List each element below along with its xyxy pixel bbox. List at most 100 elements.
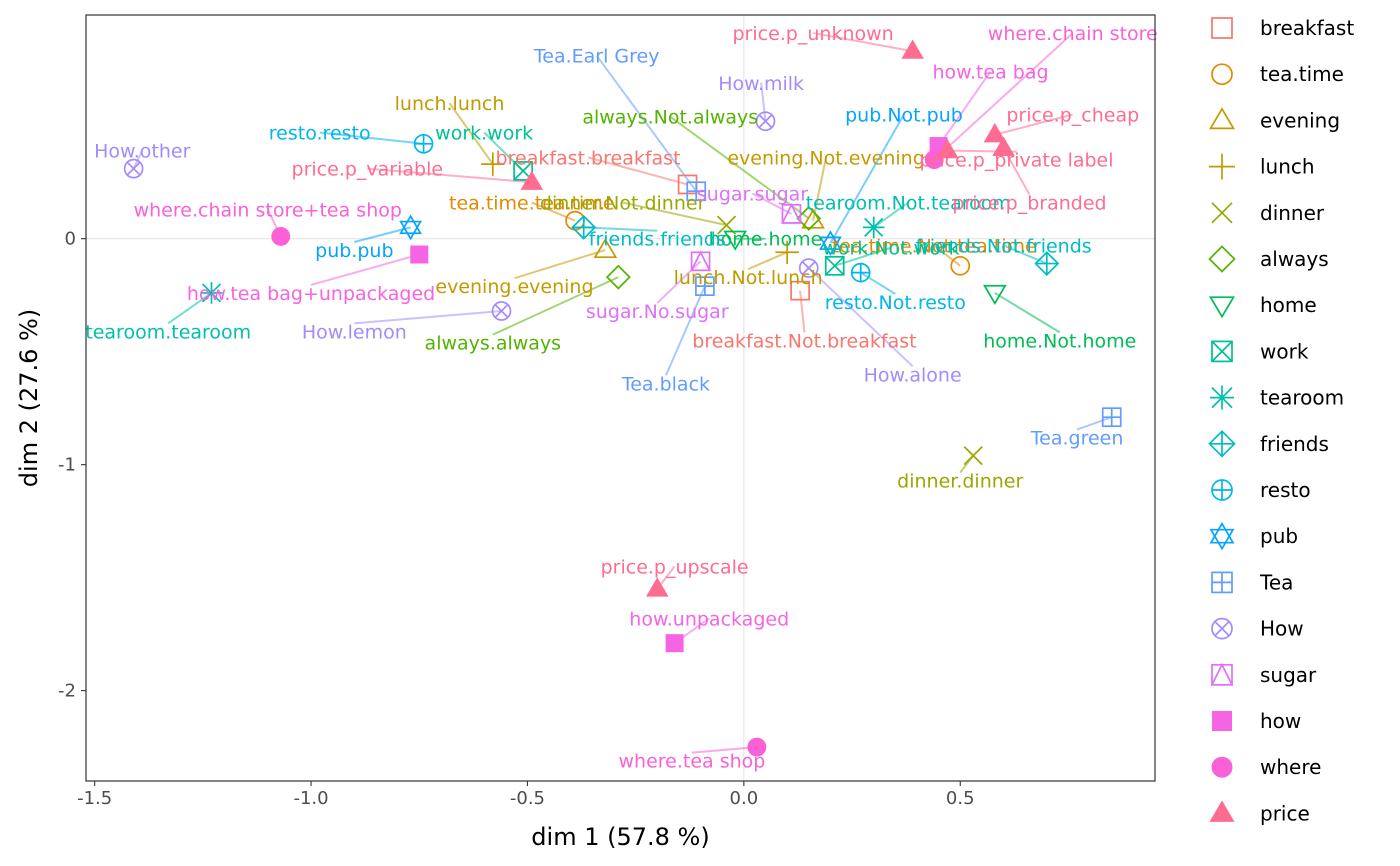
point-marker: [686, 181, 707, 202]
y-axis-title: dim 2 (27.6 %): [15, 309, 43, 487]
point-label: price.p_cheap: [1006, 104, 1139, 126]
legend-label: work: [1260, 339, 1309, 363]
connector-line: [812, 32, 913, 53]
point-label: Tea.green: [1030, 428, 1124, 450]
legend-label: evening: [1260, 108, 1340, 132]
connector-line: [492, 276, 619, 336]
connector-line: [752, 192, 792, 215]
point-label: evening.evening: [435, 276, 593, 298]
connector-line: [448, 102, 494, 165]
legend-key: [1210, 662, 1234, 686]
point-label: resto.Not.resto: [825, 292, 966, 314]
point-marker: [646, 577, 669, 597]
legend-label: always: [1260, 247, 1329, 271]
y-tick-label: -1: [58, 455, 76, 476]
point-label: where.tea shop: [618, 751, 765, 773]
point-label: where.chain store+tea shop: [134, 199, 402, 221]
point-marker: [695, 276, 715, 297]
point-label: home.Not.home: [983, 330, 1136, 352]
connector-line: [873, 201, 909, 229]
point-marker: [901, 39, 924, 59]
legend-label: breakfast: [1260, 16, 1354, 40]
point-marker: [491, 301, 512, 321]
legend-key: [1208, 245, 1236, 273]
point-label: How.other: [94, 141, 191, 163]
point-label: how.tea bag+unpackaged: [187, 283, 435, 305]
connector-line: [622, 201, 727, 227]
point-label: lunch.Not.lunch: [674, 267, 823, 289]
legend-item: tearoom: [1210, 385, 1344, 410]
point-marker: [1101, 407, 1122, 428]
point-label: always.always: [425, 333, 562, 355]
point-label: work.Not.work: [822, 238, 959, 260]
connector-line: [665, 285, 706, 376]
point-label: how.unpackaged: [629, 608, 789, 630]
point-label: price.p_branded: [952, 193, 1106, 215]
point-label: where.chain store: [988, 23, 1158, 45]
point-label: price.p_variable: [292, 159, 444, 181]
legend-label: resto: [1260, 478, 1311, 502]
point-label: sugar.sugar: [697, 184, 808, 206]
point-marker: [950, 255, 971, 276]
point-marker: [790, 280, 810, 301]
legend-key: [1211, 340, 1233, 363]
point-label: tea.time.Not.tea.time: [832, 235, 1037, 257]
point-marker: [413, 133, 434, 154]
point-marker: [520, 170, 544, 190]
legend-item: evening: [1209, 107, 1340, 132]
legend-key: [1211, 63, 1233, 86]
legend-item: friends: [1208, 430, 1329, 458]
connector-line: [808, 267, 914, 368]
legend-key: [1211, 756, 1233, 778]
legend-key: [1211, 617, 1233, 640]
point-label: lunch.lunch: [395, 93, 505, 115]
legend-key: [1212, 711, 1232, 731]
point-label: breakfast.Not.breakfast: [692, 330, 916, 352]
connector-line: [354, 310, 502, 325]
legend-key: [1209, 153, 1235, 180]
point-label: how.tea bag: [932, 61, 1048, 83]
point-markers: [123, 39, 1122, 757]
legend-label: pub: [1260, 524, 1298, 548]
point-marker: [690, 250, 711, 272]
connector-line: [310, 253, 420, 286]
connector-line: [583, 226, 658, 232]
y-tick-label: -2: [58, 681, 76, 702]
legend-label: how: [1260, 709, 1301, 733]
point-label: How.milk: [718, 73, 804, 95]
point-label: breakfast.breakfast: [496, 147, 681, 169]
connector-line: [799, 290, 806, 333]
point-label: dinner.dinner: [897, 470, 1023, 492]
point-marker: [200, 282, 223, 304]
point-marker: [399, 214, 422, 241]
legend-item: pub: [1209, 522, 1298, 551]
connector-line: [367, 167, 532, 184]
point-label: pub.pub: [315, 240, 393, 262]
connector-line: [319, 131, 424, 145]
point-label: always.Not.always: [582, 107, 758, 129]
point-marker: [123, 158, 144, 179]
connector-line: [937, 70, 992, 147]
connector-line: [132, 150, 144, 170]
legend-label: dinner: [1260, 201, 1325, 225]
legend-item: tea.time: [1211, 62, 1344, 86]
legend-key: [1209, 522, 1235, 551]
point-marker: [819, 230, 842, 257]
point-marker: [605, 264, 631, 290]
legend-key: [1208, 430, 1236, 458]
connector-line: [1076, 416, 1113, 431]
point-label: How.alone: [864, 364, 962, 386]
legend-label: sugar: [1260, 663, 1317, 687]
connector-line: [933, 244, 961, 267]
legend-key: [1211, 17, 1233, 39]
legend-item: resto: [1211, 478, 1311, 502]
point-label: price.p_private label: [919, 150, 1113, 172]
legend-label: where: [1260, 755, 1321, 779]
x-tick-label: 0.5: [946, 788, 975, 809]
point-marker: [755, 111, 776, 132]
connector-line: [933, 32, 1074, 161]
panel-border: [85, 14, 1156, 782]
point-marker: [571, 214, 597, 240]
legend-label: tearoom: [1260, 386, 1344, 410]
